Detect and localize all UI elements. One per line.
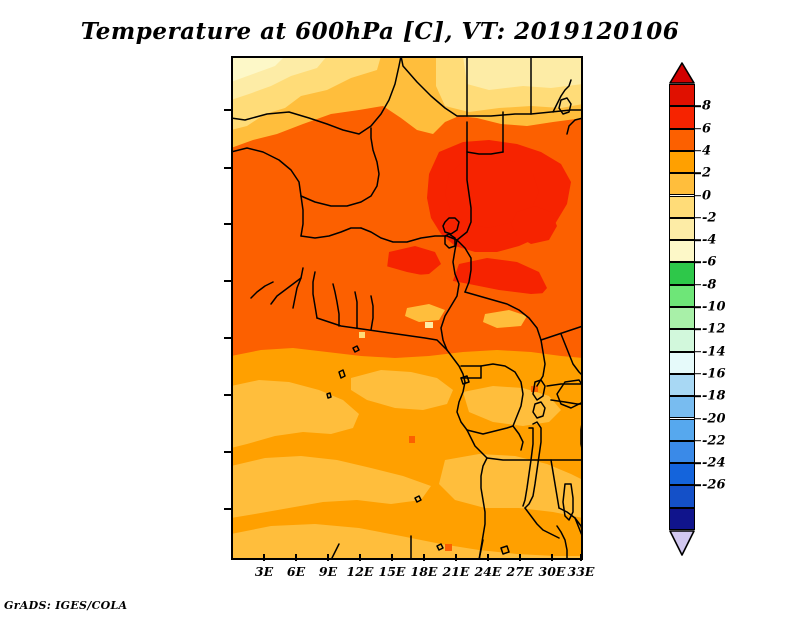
page-title: Temperature at 600hPa [C], VT: 201912010…: [80, 18, 680, 45]
colorbar-cap-bottom: [669, 530, 695, 556]
lon-label-6e: 6E: [286, 564, 306, 579]
colorbar-label: 2: [702, 165, 712, 181]
colorbar-label: -18: [702, 388, 726, 404]
lon-tick-9e: [327, 554, 329, 561]
lon-tick-33e: [580, 554, 582, 561]
colorbar-label: -16: [702, 366, 726, 382]
colorbar-segment: [669, 485, 695, 508]
lon-label-18e: 18E: [410, 564, 438, 579]
lon-label-24e: 24E: [474, 564, 502, 579]
colorbar-tick: [695, 417, 701, 420]
lat-tick-10s: [224, 451, 231, 453]
lon-label-21e: 21E: [442, 564, 470, 579]
lon-tick-3e: [263, 554, 265, 561]
colorbar-tick: [695, 484, 701, 487]
plot-frame: [231, 56, 583, 560]
colorbar-tick: [695, 194, 701, 197]
colorbar-label: 0: [702, 188, 712, 203]
colorbar-tick: [695, 306, 701, 308]
colorbar-tick: [695, 440, 701, 442]
colorbar-cap-top: [669, 62, 695, 84]
lat-tick-20n: [224, 109, 231, 111]
lat-tick-5n: [224, 280, 231, 282]
colorbar-segment: [669, 418, 695, 441]
colorbar-label: -24: [702, 455, 726, 471]
lon-tick-6e: [295, 554, 297, 561]
lon-label-3e: 3E: [254, 564, 274, 579]
colorbar-segment: [669, 284, 695, 307]
lon-tick-12e: [359, 554, 361, 561]
lon-tick-27e: [519, 554, 521, 561]
colorbar-segment: [669, 150, 695, 174]
colorbar-segment: [669, 440, 695, 464]
colorbar-segment: [669, 507, 695, 530]
colorbar-tick: [695, 283, 701, 286]
colorbar-tick: [695, 217, 701, 219]
colorbar-label: -2: [702, 210, 717, 226]
colorbar-segment: [669, 329, 695, 352]
colorbar-tick: [695, 105, 701, 108]
map-plot-panel: [231, 56, 583, 560]
colorbar-tick: [695, 373, 701, 375]
lon-label-9e: 9E: [318, 564, 338, 579]
colorbar-segment: [669, 106, 695, 129]
credit-text: GrADS: IGES/COLA: [4, 599, 128, 612]
colorbar-segment: [669, 84, 695, 107]
colorbar-segment: [669, 351, 695, 374]
lat-tick-10n: [224, 223, 231, 225]
colorbar-tick: [695, 395, 701, 397]
colorbar-label: -22: [702, 433, 726, 449]
colorbar-tick: [695, 350, 701, 353]
lon-label-30e: 30E: [538, 564, 566, 579]
colorbar-segment: [669, 396, 695, 419]
lon-label-33e: 33E: [567, 564, 595, 579]
colorbar-segment: [669, 373, 695, 397]
colorbar-label: -10: [702, 299, 726, 315]
colorbar-segment: [669, 173, 695, 196]
colorbar-segment: [669, 463, 695, 486]
colorbar-label: 4: [702, 143, 712, 159]
lon-label-27e: 27E: [506, 564, 534, 579]
colorbar-label: 8: [702, 98, 712, 114]
lat-tick-5s: [224, 394, 231, 396]
colorbar-label: -8: [702, 277, 717, 293]
colorbar-label: -4: [702, 232, 717, 248]
colorbar-tick: [695, 328, 701, 331]
lat-tick-eq: [224, 337, 231, 339]
lon-label-12e: 12E: [346, 564, 374, 579]
colorbar-label: -14: [702, 344, 726, 360]
lon-tick-30e: [551, 554, 553, 561]
colorbar-tick: [695, 150, 701, 152]
colorbar-segment: [669, 240, 695, 263]
colorbar-tick: [695, 239, 701, 241]
colorbar-segment: [669, 128, 695, 151]
lon-tick-24e: [487, 554, 489, 561]
colorbar-tick: [695, 261, 701, 264]
colorbar-label: -26: [702, 477, 726, 493]
temperature-contour-map: [231, 56, 583, 560]
lat-tick-15s: [224, 508, 231, 510]
colorbar-label: -12: [702, 321, 726, 337]
lon-label-15e: 15E: [378, 564, 406, 579]
lat-tick-15n: [224, 167, 231, 169]
colorbar-segment: [669, 195, 695, 218]
colorbar-segment: [669, 307, 695, 330]
colorbar-tick: [695, 462, 701, 464]
colorbar-label: -20: [702, 411, 726, 426]
lon-tick-15e: [391, 554, 393, 561]
colorbar-tick: [695, 172, 701, 174]
colorbar-label: -6: [702, 254, 717, 270]
lon-tick-21e: [455, 554, 457, 561]
colorbar-label: 6: [702, 121, 712, 137]
colorbar-tick: [695, 127, 701, 130]
colorbar-segment: [669, 217, 695, 241]
colorbar-segment: [669, 262, 695, 285]
lon-tick-18e: [423, 554, 425, 561]
